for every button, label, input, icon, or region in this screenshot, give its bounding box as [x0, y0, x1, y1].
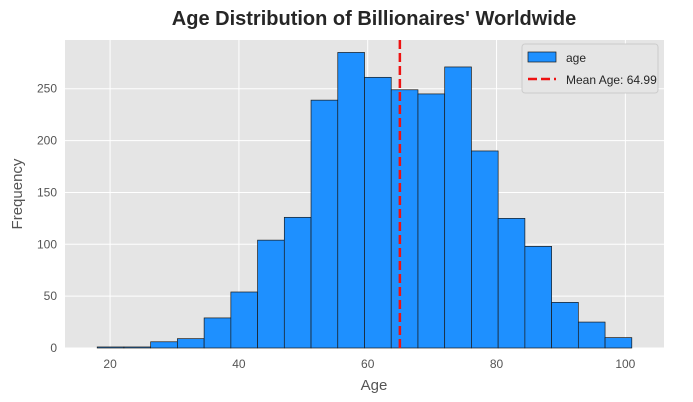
x-axis-label: Age: [361, 377, 388, 394]
x-tick-label: 20: [103, 357, 117, 371]
x-tick-label: 80: [490, 357, 504, 371]
histogram-bar: [390, 89, 419, 349]
histogram-bar: [283, 216, 312, 349]
bars: [96, 52, 633, 349]
legend-swatch-age: [527, 51, 557, 63]
y-ticks: 0 50 100 150 200 250: [37, 82, 57, 355]
y-tick-label: 50: [44, 289, 58, 303]
histogram-bar: [337, 52, 365, 349]
y-tick-label: 100: [37, 237, 57, 251]
histogram-bar: [551, 302, 579, 349]
histogram-bar: [364, 76, 392, 349]
y-tick-label: 0: [50, 341, 57, 355]
histogram-bar: [524, 246, 552, 349]
chart-title: Age Distribution of Billionaires' Worldw…: [172, 8, 576, 30]
y-tick-label: 250: [37, 82, 57, 96]
histogram-bar: [444, 66, 472, 349]
histogram-bar: [310, 99, 339, 349]
histogram-bar: [123, 346, 152, 349]
y-tick-label: 200: [37, 134, 57, 148]
x-tick-label: 60: [361, 357, 375, 371]
histogram-bar: [230, 291, 258, 349]
y-axis-label: Frequency: [9, 158, 26, 229]
histogram-bar: [577, 321, 606, 349]
x-tick-label: 40: [232, 357, 246, 371]
histogram-bar: [604, 337, 633, 349]
histogram-bar: [150, 341, 178, 349]
legend-label-age: age: [566, 51, 586, 65]
legend: age Mean Age: 64.99: [521, 43, 659, 94]
histogram-bar: [257, 239, 285, 349]
histogram-bar: [497, 218, 526, 349]
histogram-bar: [417, 93, 446, 349]
x-tick-label: 100: [615, 357, 635, 371]
legend-label-mean: Mean Age: 64.99: [566, 73, 657, 87]
histogram-bar: [471, 150, 499, 349]
histogram-bar: [177, 338, 205, 349]
y-tick-label: 150: [37, 185, 57, 199]
histogram-bar: [96, 346, 125, 349]
x-ticks: 20 40 60 80 100: [103, 357, 635, 371]
histogram-bar: [203, 317, 232, 349]
